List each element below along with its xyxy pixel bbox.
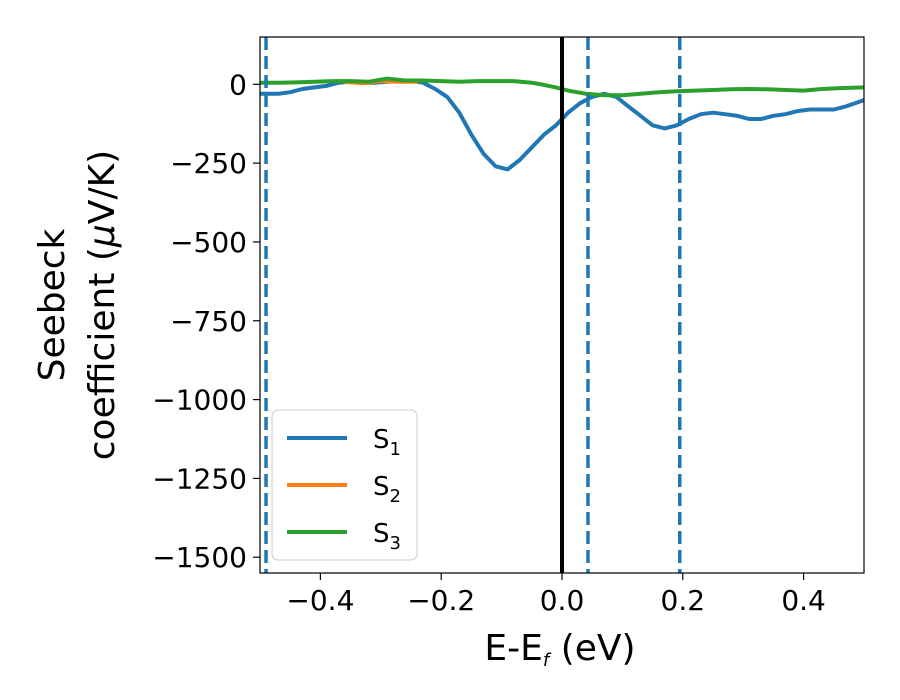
y-axis-label: Seebeck coefficient (μV/K)	[32, 150, 123, 460]
y-axis-ticks: 0 −250 −500 −750 −1000 −1250 −1500	[152, 68, 260, 574]
y-tick-label: −1500	[152, 541, 247, 574]
legend-label-s1: S1	[373, 425, 401, 460]
y-tick-label: −500	[170, 226, 247, 259]
x-tick-label: 0.2	[661, 584, 706, 617]
x-tick-label: −0.2	[407, 584, 475, 617]
x-axis-ticks: −0.4 −0.2 0.0 0.2 0.4	[286, 573, 826, 617]
vline-layer	[264, 37, 682, 573]
y-axis-label-line1: Seebeck	[32, 228, 73, 381]
series-line-s3	[260, 76, 864, 98]
legend: S1 S2 S3	[271, 409, 418, 561]
x-tick-label: 0.0	[540, 584, 585, 617]
y-tick-label: −250	[170, 147, 247, 180]
legend-label-s3: S3	[373, 519, 401, 554]
legend-label-s2: S2	[373, 472, 401, 507]
y-axis-label-line2: coefficient (μV/K)	[82, 150, 123, 460]
y-tick-label: −750	[170, 305, 247, 338]
y-tick-label: −1000	[152, 384, 247, 417]
y-tick-label: −1250	[152, 462, 247, 495]
x-axis-label: E-Ef (eV)	[484, 628, 635, 671]
x-tick-label: −0.4	[286, 584, 354, 617]
y-tick-label: 0	[229, 68, 247, 101]
x-tick-label: 0.4	[781, 584, 826, 617]
